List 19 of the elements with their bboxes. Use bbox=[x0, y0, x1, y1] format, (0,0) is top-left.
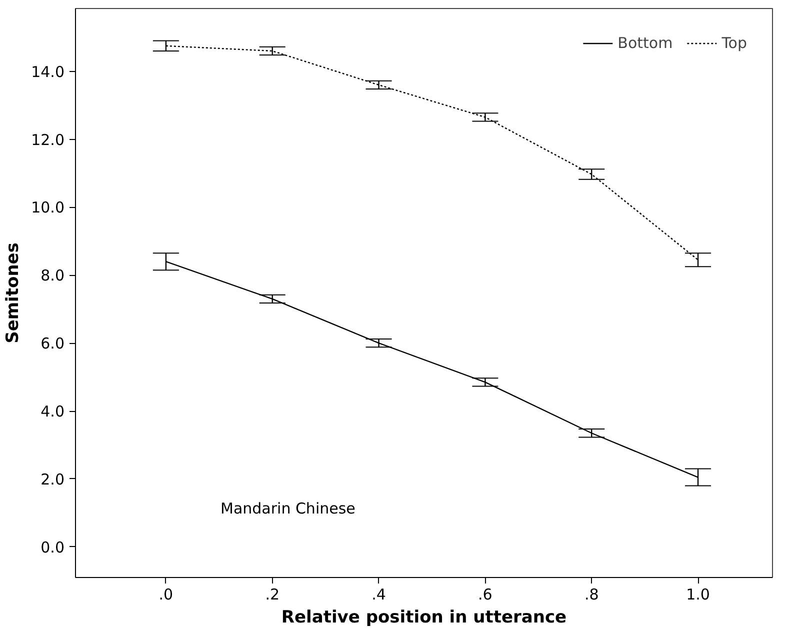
y-tick-label: 14.0 bbox=[31, 62, 65, 81]
x-tick-label: 1.0 bbox=[686, 586, 710, 604]
y-tick-label: 2.0 bbox=[40, 470, 65, 488]
legend-label: Top bbox=[722, 34, 747, 52]
x-tick-label: .8 bbox=[584, 586, 599, 604]
x-tick-label: .4 bbox=[372, 586, 386, 604]
y-axis-title: Semitones bbox=[3, 242, 24, 344]
x-tick-label: .0 bbox=[158, 586, 174, 604]
x-tick-label: .6 bbox=[478, 586, 492, 604]
legend-label: Bottom bbox=[618, 34, 673, 52]
y-tick-label: 0.0 bbox=[40, 538, 65, 556]
y-tick-label: 6.0 bbox=[40, 334, 65, 353]
x-tick-label: .2 bbox=[265, 586, 280, 604]
y-tick-label: 12.0 bbox=[31, 130, 65, 149]
y-tick-label: 10.0 bbox=[31, 198, 65, 217]
x-axis-title: Relative position in utterance bbox=[281, 608, 567, 628]
annotation: Mandarin Chinese bbox=[220, 500, 356, 518]
y-tick-label: 8.0 bbox=[40, 266, 65, 285]
y-tick-label: 4.0 bbox=[40, 402, 65, 421]
